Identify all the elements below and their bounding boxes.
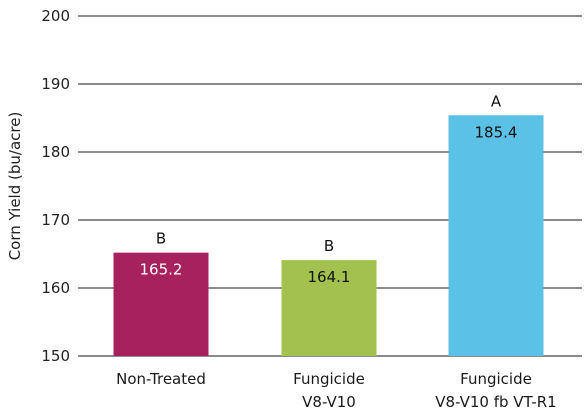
bar (113, 252, 209, 356)
x-category-label: Fungicide (293, 370, 365, 388)
bar-labels: 165.2 B 164.1 B 185.4 A (140, 92, 518, 286)
y-tick-label: 180 (41, 143, 70, 161)
x-axis-categories: Non-Treated Fungicide V8-V10 Fungicide V8-V1… (116, 370, 557, 411)
bar-value-label: 165.2 (140, 261, 183, 279)
significance-letter: A (491, 92, 502, 110)
y-tick-label: 170 (41, 211, 70, 229)
y-axis-label: Corn Yield (bu/acre) (6, 112, 24, 261)
y-tick-label: 200 (41, 7, 70, 25)
bar (281, 260, 377, 356)
y-tick-label: 150 (41, 347, 70, 365)
bar-value-label: 185.4 (475, 123, 518, 141)
y-tick-label: 190 (41, 75, 70, 93)
y-tick-label: 160 (41, 279, 70, 297)
bars (113, 115, 544, 356)
bar-value-label: 164.1 (308, 268, 351, 286)
x-category-label: V8-V10 (302, 393, 356, 411)
x-category-label: Fungicide (460, 370, 532, 388)
significance-letter: B (324, 237, 334, 255)
x-category-label: V8-V10 fb VT-R1 (435, 393, 556, 411)
x-category-label: Non-Treated (116, 370, 206, 388)
bar (448, 115, 544, 356)
significance-letter: B (156, 230, 166, 248)
y-axis-ticks: 150 160 170 180 190 200 (41, 7, 70, 365)
